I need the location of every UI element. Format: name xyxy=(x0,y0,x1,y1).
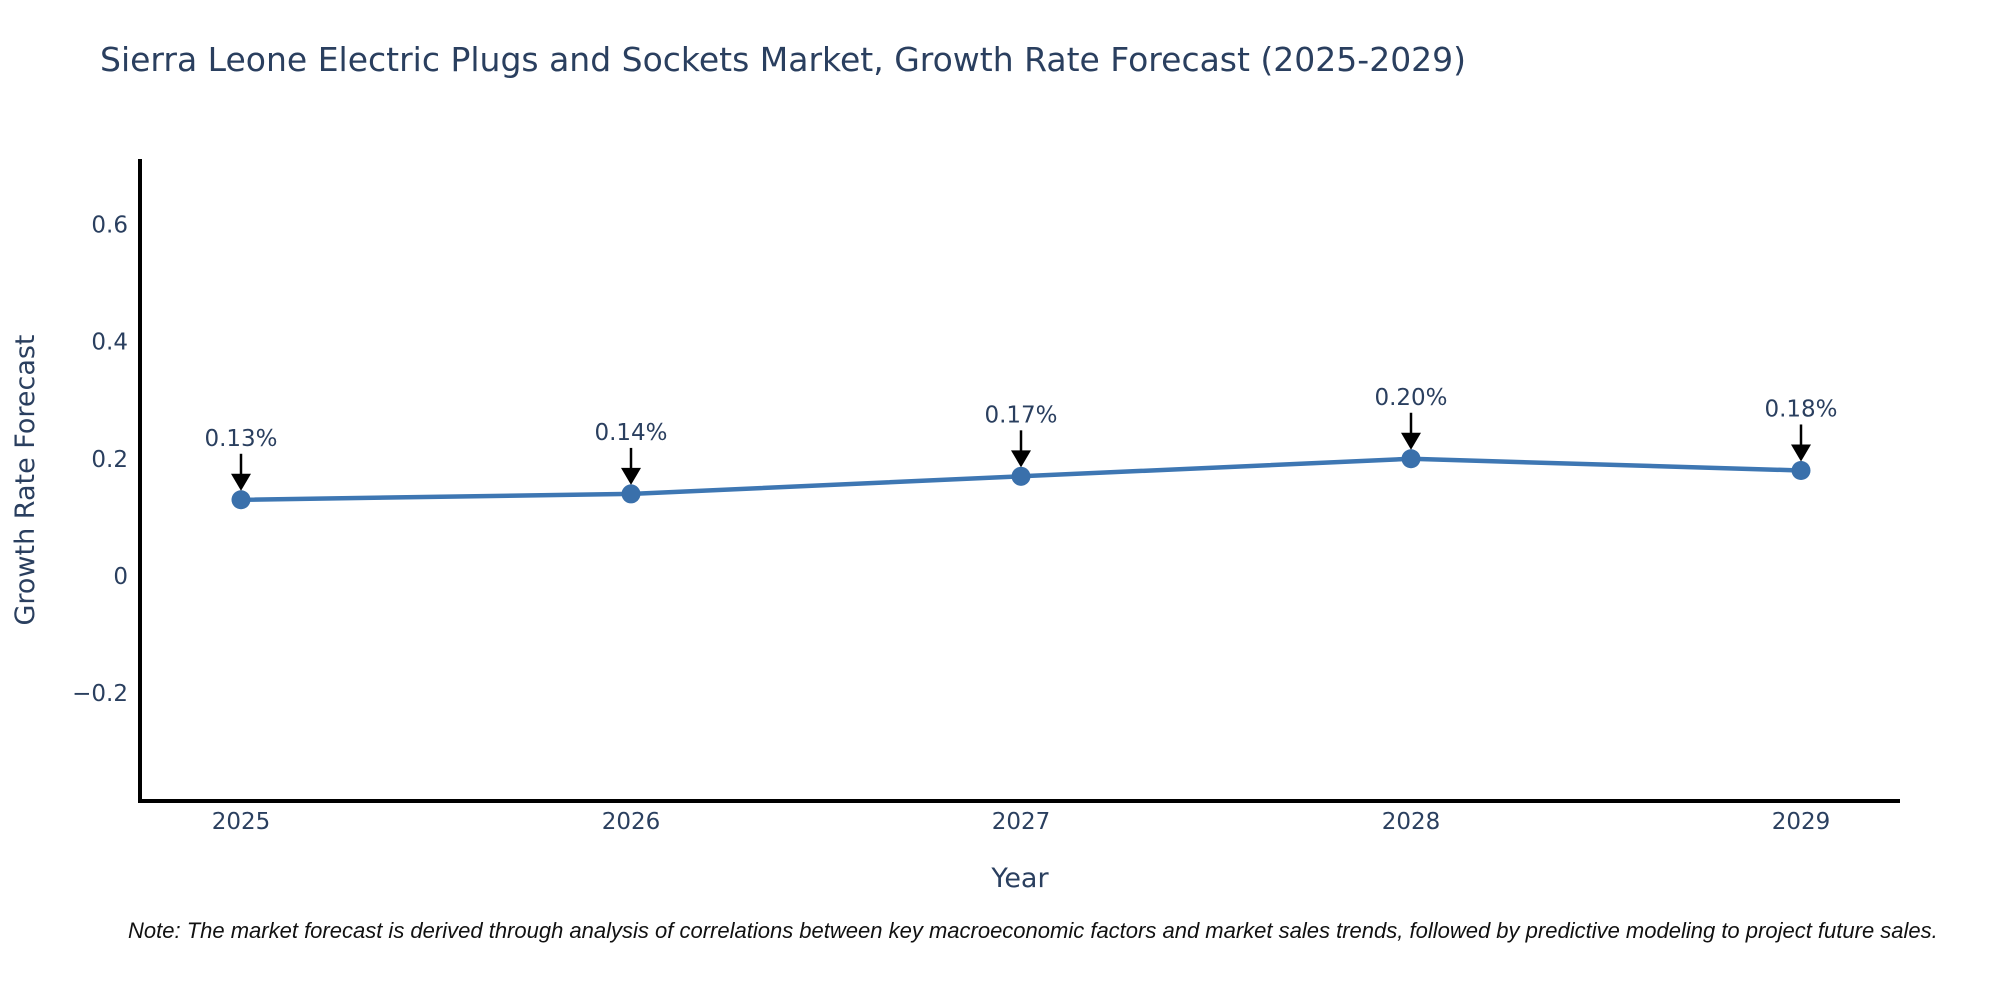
y-tick-label: −0.2 xyxy=(72,681,128,707)
point-annotation-label: 0.20% xyxy=(1374,385,1447,411)
point-annotation-label: 0.17% xyxy=(984,402,1057,428)
footnote: Note: The market forecast is derived thr… xyxy=(128,918,1938,943)
point-annotation-label: 0.14% xyxy=(594,420,667,446)
x-tick-label: 2027 xyxy=(992,809,1051,835)
page-title: Sierra Leone Electric Plugs and Sockets … xyxy=(100,40,1467,79)
annotation-arrow-head xyxy=(1791,444,1811,462)
x-tick-label: 2028 xyxy=(1382,809,1441,835)
x-tick-label: 2025 xyxy=(212,809,271,835)
x-tick-label: 2029 xyxy=(1772,809,1831,835)
y-tick-label: 0.6 xyxy=(91,212,128,238)
y-axis-title: Growth Rate Forecast xyxy=(10,334,41,625)
data-point-marker xyxy=(1791,460,1811,480)
data-point-marker xyxy=(1011,466,1031,486)
point-annotation-label: 0.18% xyxy=(1764,396,1837,422)
y-tick-label: 0.2 xyxy=(91,447,128,473)
x-tick-label: 2026 xyxy=(602,809,661,835)
y-tick-label: 0 xyxy=(113,564,128,590)
annotation-arrow-head xyxy=(621,467,641,485)
data-point-marker xyxy=(231,490,251,510)
y-tick-label: 0.4 xyxy=(91,330,128,356)
x-axis-title: Year xyxy=(990,863,1049,894)
point-annotation-label: 0.13% xyxy=(204,426,277,452)
annotation-arrow-head xyxy=(1011,450,1031,468)
data-point-marker xyxy=(1401,449,1421,469)
data-point-marker xyxy=(621,484,641,504)
annotation-arrow-head xyxy=(1401,432,1421,450)
annotation-arrow-head xyxy=(231,473,251,491)
